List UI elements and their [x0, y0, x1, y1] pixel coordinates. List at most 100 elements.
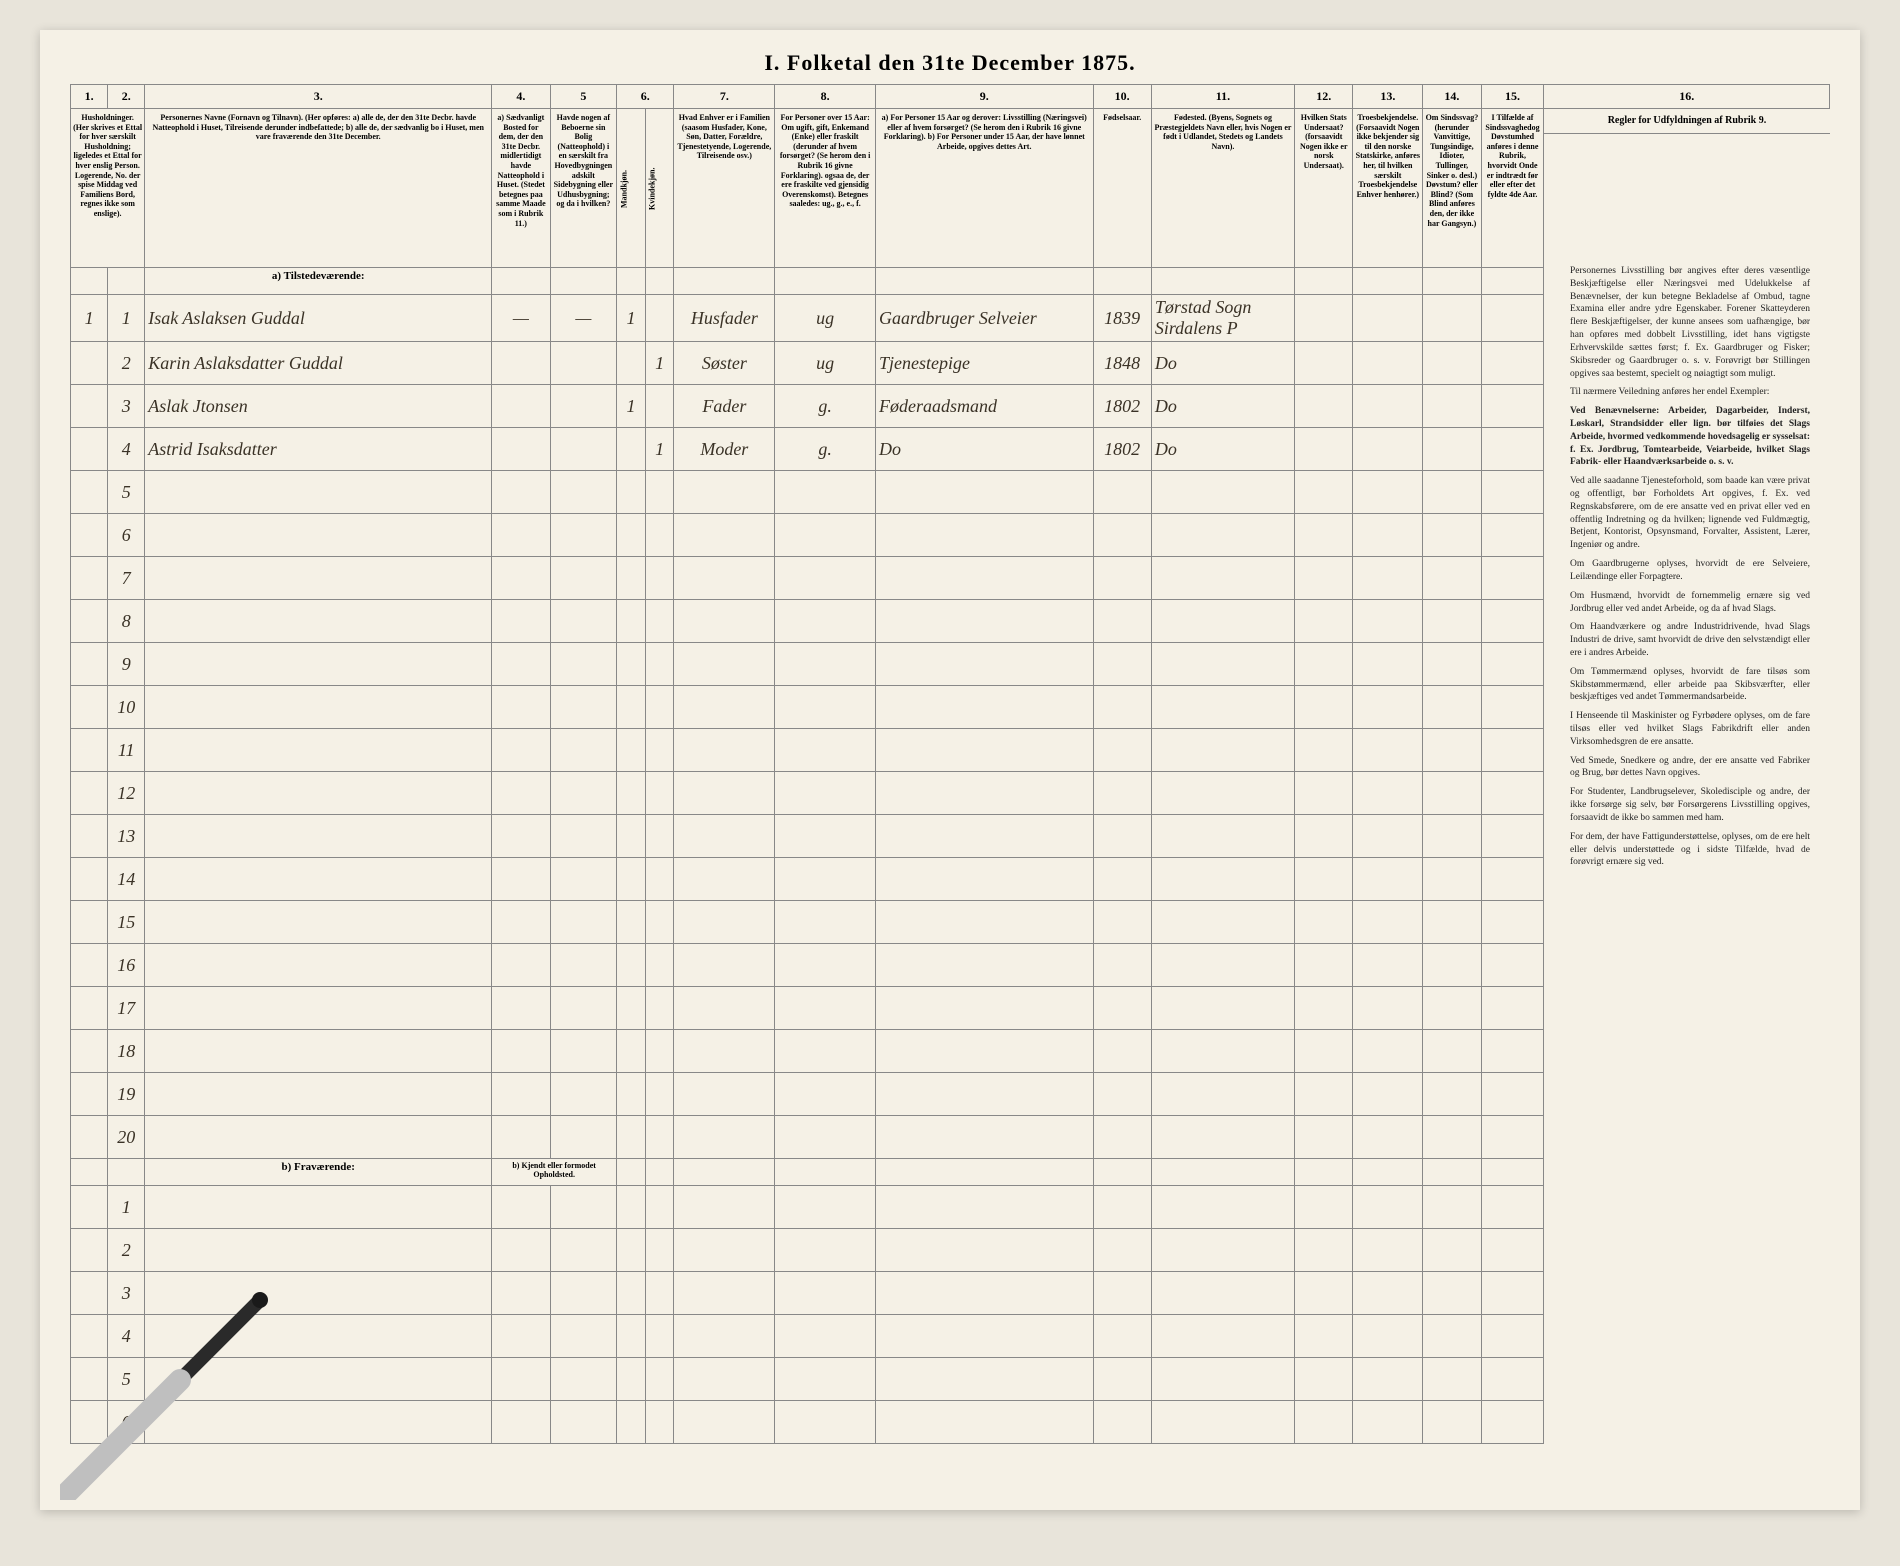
rule-p7: Om Haandværkere og andre Industridrivend…	[1570, 621, 1810, 659]
person-num: 5	[108, 471, 145, 514]
header-14: Om Sindssvag? (herunder Vanvittige, Tung…	[1423, 109, 1481, 268]
cell-marital: ug	[775, 342, 876, 385]
cell-5: —	[550, 295, 617, 342]
table-row: 6	[71, 1401, 1830, 1444]
cell-4: —	[492, 295, 550, 342]
header-row: Husholdninger. (Her skrives et Ettal for…	[71, 109, 1830, 268]
cell-12	[1295, 295, 1353, 342]
household-num	[71, 385, 108, 428]
cell-birthplace: Do	[1151, 342, 1294, 385]
table-row: 11Isak Aslaksen Guddal——1HusfaderugGaard…	[71, 295, 1830, 342]
cell-5	[550, 342, 617, 385]
col-4: 4.	[492, 85, 550, 109]
person-num: 10	[108, 686, 145, 729]
person-num: 9	[108, 643, 145, 686]
person-num: 1	[108, 295, 145, 342]
header-8: For Personer over 15 Aar: Om ugift, gift…	[775, 109, 876, 268]
cell-birthplace: Do	[1151, 428, 1294, 471]
cell-14	[1423, 342, 1481, 385]
cell-male	[617, 342, 646, 385]
table-row: 5	[71, 471, 1830, 514]
cell-female: 1	[645, 428, 674, 471]
cell-4	[492, 428, 550, 471]
person-num: 5	[108, 1358, 145, 1401]
cell-birthplace: Do	[1151, 385, 1294, 428]
table-row: 17	[71, 987, 1830, 1030]
rules-sidebar: Personernes Livsstilling bør angives eft…	[1570, 265, 1810, 875]
header-11: Fødested. (Byens, Sognets og Præstegjeld…	[1151, 109, 1294, 268]
header-4: a) Sædvanligt Bosted for dem, der den 31…	[492, 109, 550, 268]
cell-female	[645, 385, 674, 428]
person-num: 12	[108, 772, 145, 815]
cell-birthyear: 1839	[1093, 295, 1151, 342]
rule-p11: For Studenter, Landbrugselever, Skoledis…	[1570, 786, 1810, 824]
rule-p12: For dem, der have Fattigunderstøttelse, …	[1570, 831, 1810, 869]
table-row: 19	[71, 1073, 1830, 1116]
section-b-label: b) Fraværende:	[145, 1159, 492, 1186]
header-10: Fødselsaar.	[1093, 109, 1151, 268]
cell-13	[1353, 428, 1423, 471]
cell-relation: Søster	[674, 342, 775, 385]
cell-birthplace: Tørstad Sogn Sirdalens P	[1151, 295, 1294, 342]
person-num: 19	[108, 1073, 145, 1116]
rule-p1: Personernes Livsstilling bør angives eft…	[1570, 265, 1810, 380]
person-num: 4	[108, 1315, 145, 1358]
header-16: Regler for Udfyldningen af Rubrik 9.	[1544, 109, 1829, 134]
table-row: 6	[71, 514, 1830, 557]
table-row: 9	[71, 643, 1830, 686]
header-12: Hvilken Stats Undersaat? (forsaavidt Nog…	[1295, 109, 1353, 268]
table-row: 11	[71, 729, 1830, 772]
col-10: 10.	[1093, 85, 1151, 109]
household-num: 1	[71, 295, 108, 342]
rule-p2: Til nærmere Veiledning anføres her endel…	[1570, 386, 1810, 399]
column-number-row: 1. 2. 3. 4. 5 6. 7. 8. 9. 10. 11. 12. 13…	[71, 85, 1830, 109]
table-row: 3	[71, 1272, 1830, 1315]
person-num: 2	[108, 342, 145, 385]
census-table: 1. 2. 3. 4. 5 6. 7. 8. 9. 10. 11. 12. 13…	[70, 84, 1830, 1444]
cell-14	[1423, 295, 1481, 342]
cell-male: 1	[617, 385, 646, 428]
col-5: 5	[550, 85, 617, 109]
header-3: Personernes Navne (Fornavn og Tilnavn). …	[145, 109, 492, 268]
cell-13	[1353, 385, 1423, 428]
col-3: 3.	[145, 85, 492, 109]
table-row: 18	[71, 1030, 1830, 1073]
person-num: 15	[108, 901, 145, 944]
rule-p5: Om Gaardbrugerne oplyses, hvorvidt de er…	[1570, 558, 1810, 584]
person-num: 16	[108, 944, 145, 987]
person-num: 14	[108, 858, 145, 901]
person-name: Astrid Isaksdatter	[145, 428, 492, 471]
header-1: Husholdninger. (Her skrives et Ettal for…	[71, 109, 145, 268]
table-row: 12	[71, 772, 1830, 815]
cell-12	[1295, 385, 1353, 428]
table-row: 7	[71, 557, 1830, 600]
rule-p10: Ved Smede, Snedkere og andre, der ere an…	[1570, 755, 1810, 781]
table-row: 14	[71, 858, 1830, 901]
table-row: 20	[71, 1116, 1830, 1159]
col-14: 14.	[1423, 85, 1481, 109]
col-1: 1.	[71, 85, 108, 109]
cell-relation: Moder	[674, 428, 775, 471]
section-b2-label: b) Kjendt eller formodet Opholdsted.	[492, 1159, 617, 1186]
cell-occupation: Gaardbruger Selveier	[876, 295, 1094, 342]
col-13: 13.	[1353, 85, 1423, 109]
cell-occupation: Tjenestepige	[876, 342, 1094, 385]
table-row: 16	[71, 944, 1830, 987]
header-6b: Kvindekjøn.	[645, 109, 674, 268]
cell-female	[645, 295, 674, 342]
table-row: 2	[71, 1229, 1830, 1272]
cell-12	[1295, 428, 1353, 471]
person-num: 6	[108, 514, 145, 557]
col-15: 15.	[1481, 85, 1544, 109]
cell-birthyear: 1802	[1093, 385, 1151, 428]
cell-birthyear: 1848	[1093, 342, 1151, 385]
rule-p3: Ved Benævnelserne: Arbeider, Dagarbeider…	[1570, 406, 1810, 467]
person-num: 3	[108, 1272, 145, 1315]
rule-p8: Om Tømmermænd oplyses, hvorvidt de fare …	[1570, 666, 1810, 704]
cell-relation: Husfader	[674, 295, 775, 342]
header-15: I Tilfælde af Sindssvaghedog Døvstumhed …	[1481, 109, 1544, 268]
table-row: 13	[71, 815, 1830, 858]
cell-birthyear: 1802	[1093, 428, 1151, 471]
section-b-row: b) Fraværende: b) Kjendt eller formodet …	[71, 1159, 1830, 1186]
person-num: 1	[108, 1186, 145, 1229]
